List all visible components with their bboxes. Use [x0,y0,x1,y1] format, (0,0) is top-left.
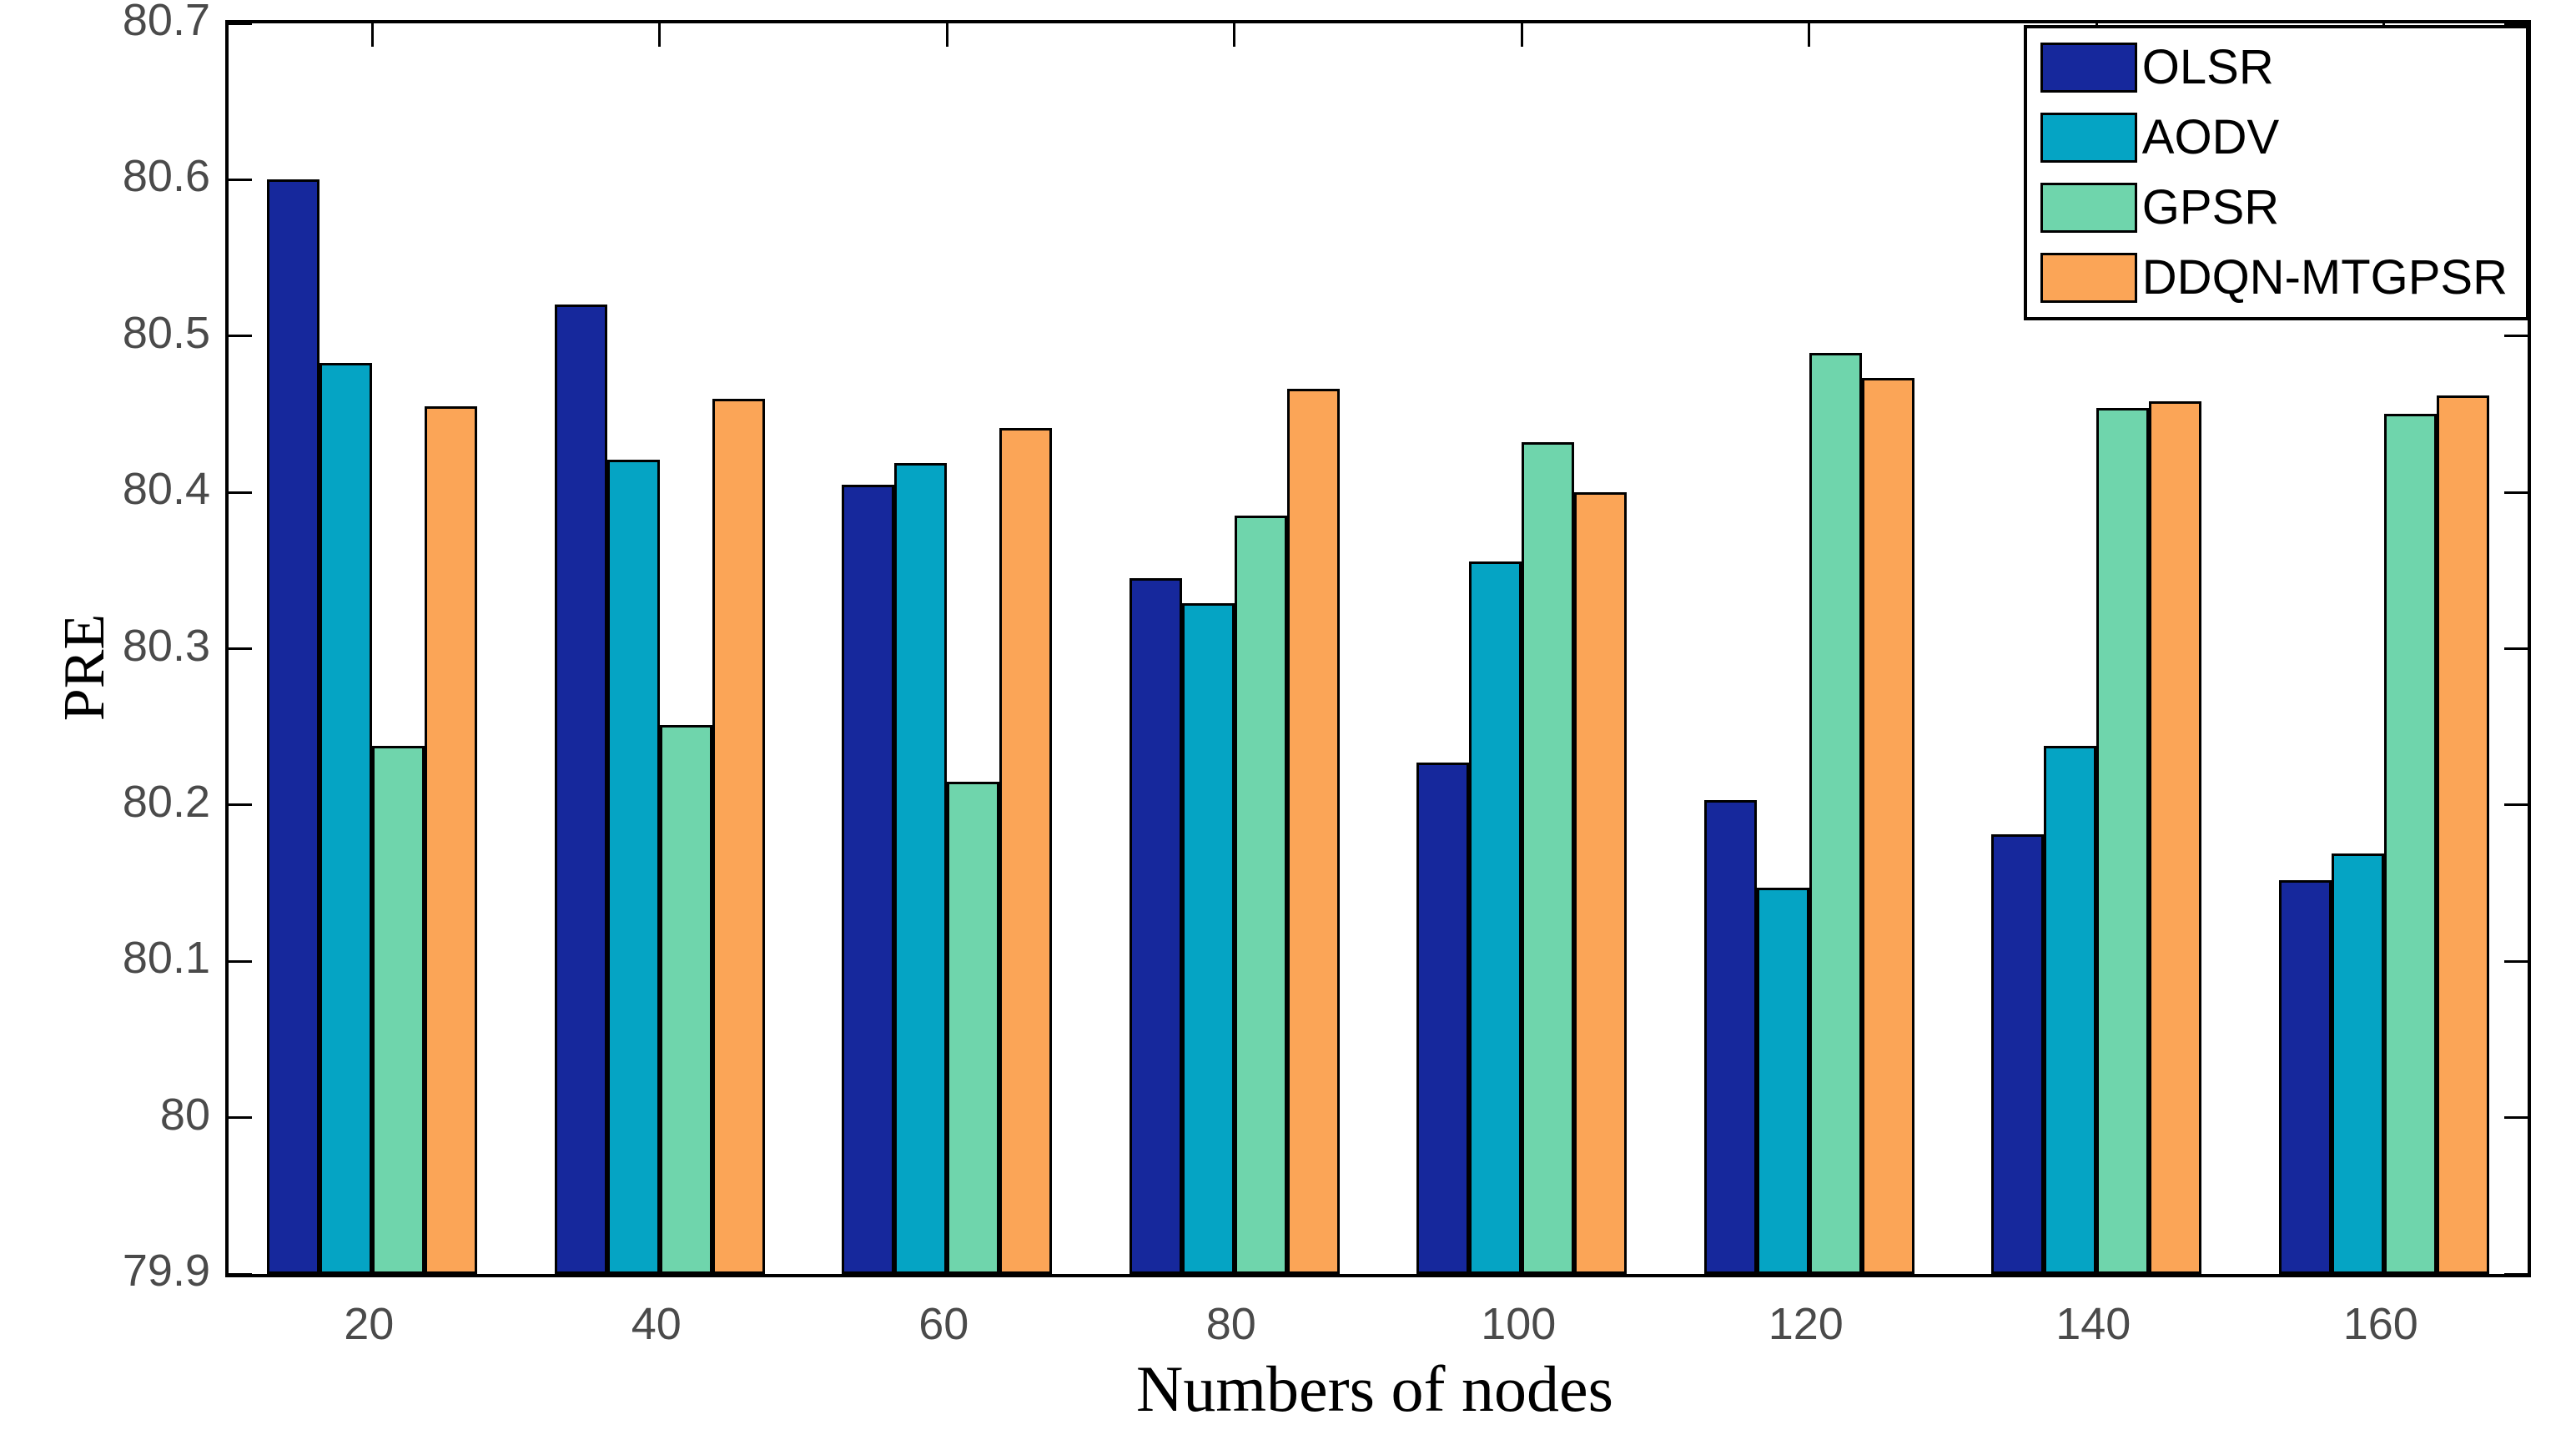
legend-row-olsr: OLSR [2040,42,2508,93]
legend-label: GPSR [2141,180,2280,234]
y-tick-label: 80.3 [122,620,210,671]
x-tick-mark [1520,23,1523,47]
y-tick-mark [2504,1116,2528,1120]
y-tick-label: 79.9 [122,1246,210,1296]
x-tick-mark [370,23,374,47]
y-tick-label: 80.1 [122,933,210,984]
bar-aodv-40 [606,459,660,1274]
x-tick-mark [1233,23,1236,47]
bar-ddqn-mtgpsr-20 [425,406,478,1274]
y-tick-mark [2504,22,2528,25]
bar-olsr-40 [554,305,607,1274]
bar-olsr-100 [1416,763,1470,1274]
y-tick-mark [229,647,252,650]
y-tick-label: 80 [159,1089,210,1140]
bar-ddqn-mtgpsr-100 [1574,492,1628,1274]
bar-olsr-60 [842,484,895,1274]
y-tick-label: 80.5 [122,307,210,358]
bar-aodv-20 [319,362,373,1274]
bar-gpsr-100 [1522,442,1575,1274]
x-tick-label: 80 [1205,1299,1256,1349]
x-tick-label: 120 [1768,1299,1844,1349]
bar-ddqn-mtgpsr-40 [712,398,765,1274]
y-tick-mark [229,1272,252,1276]
bar-aodv-120 [1756,888,1809,1274]
bar-aodv-60 [894,462,948,1274]
bar-ddqn-mtgpsr-160 [2436,395,2489,1274]
bar-aodv-80 [1181,603,1235,1274]
y-tick-label: 80.2 [122,776,210,827]
bar-gpsr-140 [2096,407,2150,1274]
y-tick-mark [229,178,252,181]
y-tick-label: 80.4 [122,464,210,515]
y-tick-mark [229,803,252,807]
y-tick-label: 80.6 [122,151,210,202]
x-tick-label: 140 [2055,1299,2131,1349]
legend-swatch-gpsr [2040,183,2137,233]
y-tick-mark [2504,335,2528,338]
legend-label: AODV [2141,110,2280,164]
x-tick-label: 20 [344,1299,395,1349]
y-tick-mark [2504,1272,2528,1276]
x-tick-mark [658,23,662,47]
legend-label: OLSR [2141,40,2274,94]
y-tick-mark [2504,803,2528,807]
bar-ddqn-mtgpsr-140 [2149,401,2202,1274]
y-tick-mark [229,335,252,338]
legend-swatch-ddqn-mtgpsr [2040,253,2137,303]
legend: OLSR AODV GPSR DDQN-MTGPSR [2023,25,2529,320]
y-tick-mark [229,1116,252,1120]
bar-gpsr-60 [947,781,1000,1274]
x-axis-title: Numbers of nodes [1136,1352,1613,1425]
bar-gpsr-20 [372,745,425,1274]
x-tick-label: 40 [631,1299,682,1349]
y-tick-mark [229,491,252,494]
y-tick-mark [229,959,252,963]
bar-aodv-160 [2331,853,2384,1274]
bar-gpsr-160 [2383,414,2437,1274]
bar-olsr-80 [1129,578,1182,1274]
bar-olsr-160 [2278,879,2332,1274]
y-tick-label: 80.7 [122,0,210,45]
y-tick-mark [2504,959,2528,963]
bar-gpsr-80 [1234,516,1287,1274]
x-tick-mark [1808,23,1811,47]
x-tick-label: 100 [1481,1299,1557,1349]
legend-label: DDQN-MTGPSR [2141,250,2508,305]
legend-row-aodv: AODV [2040,112,2508,164]
y-tick-mark [2504,491,2528,494]
y-tick-mark [2504,647,2528,650]
bar-olsr-120 [1703,800,1757,1274]
bar-ddqn-mtgpsr-60 [999,428,1053,1274]
legend-swatch-olsr [2040,43,2137,93]
legend-row-gpsr: GPSR [2040,182,2508,234]
legend-row-ddqn-mtgpsr: DDQN-MTGPSR [2040,252,2508,304]
x-tick-label: 160 [2342,1299,2418,1349]
bar-gpsr-40 [659,725,712,1274]
x-tick-label: 60 [918,1299,969,1349]
bar-aodv-100 [1469,561,1522,1274]
bar-aodv-140 [2044,745,2097,1274]
legend-swatch-aodv [2040,113,2137,163]
bar-ddqn-mtgpsr-80 [1286,389,1340,1274]
bar-olsr-20 [267,179,320,1274]
y-tick-mark [229,22,252,25]
x-tick-mark [945,23,948,47]
bar-ddqn-mtgpsr-120 [1861,378,1914,1274]
bar-olsr-140 [1991,834,2045,1274]
bar-gpsr-120 [1809,353,1862,1274]
